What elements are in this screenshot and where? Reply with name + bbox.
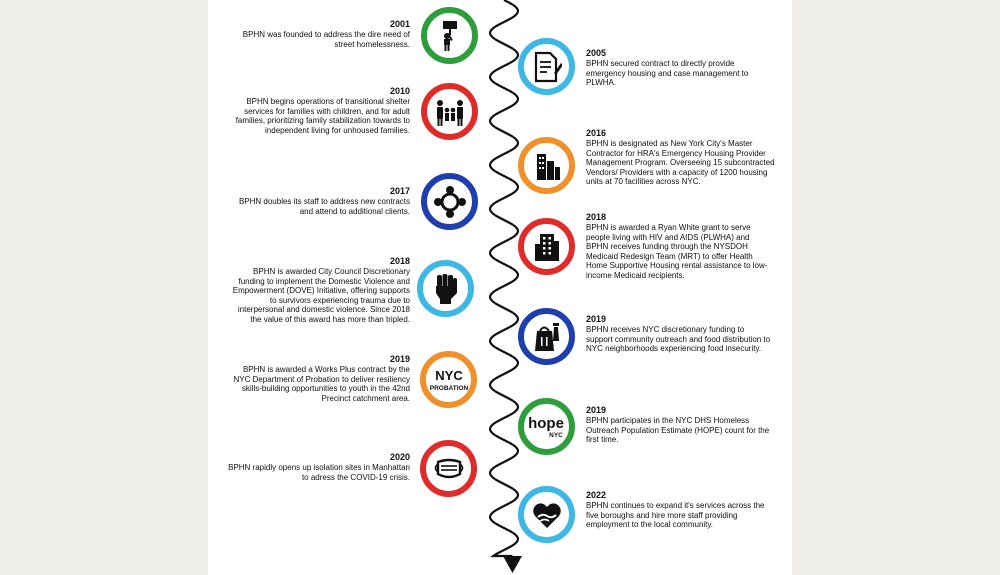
event-badge bbox=[518, 218, 575, 275]
logo-text-probation: PROBATION bbox=[429, 385, 468, 392]
event-year: 2019 bbox=[389, 354, 410, 364]
timeline-event: 2010 BPHN begins operations of transitio… bbox=[228, 86, 410, 135]
apartment-building-icon bbox=[534, 233, 559, 261]
event-year: 2005 bbox=[586, 48, 607, 58]
event-badge bbox=[421, 173, 478, 230]
event-badge bbox=[518, 486, 575, 543]
contract-document-icon bbox=[534, 51, 562, 82]
event-text: BPHN rapidly opens up isolation sites in… bbox=[228, 463, 410, 482]
event-year: 2018 bbox=[586, 212, 607, 222]
timeline-event: 2016 BPHN is designated as New York City… bbox=[586, 128, 781, 187]
event-badge bbox=[421, 83, 478, 140]
event-text: BPHN doubles its staff to address new co… bbox=[238, 197, 410, 216]
food-bag-icon bbox=[534, 322, 559, 351]
event-year: 2010 bbox=[389, 86, 410, 96]
protest-sign-person-icon bbox=[442, 20, 457, 51]
timeline-arrowhead-icon bbox=[503, 556, 522, 573]
face-mask-icon bbox=[434, 458, 463, 478]
event-badge bbox=[518, 38, 575, 95]
timeline-event: 2017 BPHN doubles its staff to address n… bbox=[228, 186, 410, 216]
event-year: 2022 bbox=[586, 490, 607, 500]
event-badge bbox=[518, 308, 575, 365]
timeline-event: 2022 BPHN continues to expand it's servi… bbox=[586, 490, 772, 530]
timeline-event: 2020 BPHN rapidly opens up isolation sit… bbox=[228, 452, 410, 482]
event-badge bbox=[417, 260, 474, 317]
team-circle-icon bbox=[433, 185, 466, 218]
event-year: 2017 bbox=[389, 186, 410, 196]
event-text: BPHN continues to expand it's services a… bbox=[586, 501, 765, 529]
event-text: BPHN is awarded a Works Plus contract by… bbox=[233, 365, 410, 403]
timeline-event: 2018 BPHN is awarded a Ryan White grant … bbox=[586, 212, 772, 280]
timeline-event: 2019 BPHN receives NYC discretionary fun… bbox=[586, 314, 772, 354]
nyc-probation-logo-icon: NYC PROBATION bbox=[429, 368, 468, 392]
logo-text-hope: hope bbox=[528, 415, 564, 432]
event-year: 2019 bbox=[586, 405, 607, 415]
event-year: 2018 bbox=[389, 256, 410, 266]
event-text: BPHN is awarded City Council Discretiona… bbox=[232, 267, 410, 324]
event-badge bbox=[421, 7, 478, 64]
timeline-event: 2018 BPHN is awarded City Council Discre… bbox=[228, 256, 410, 324]
family-icon bbox=[436, 99, 463, 126]
hope-nyc-logo-icon: hope NYC bbox=[528, 415, 564, 439]
timeline-event: 2005 BPHN secured contract to directly p… bbox=[586, 48, 772, 88]
raised-fist-icon bbox=[435, 273, 457, 304]
event-text: BPHN is awarded a Ryan White grant to se… bbox=[586, 223, 768, 280]
event-text: BPHN receives NYC discretionary funding … bbox=[586, 325, 771, 353]
event-text: BPHN is designated as New York City's Ma… bbox=[586, 139, 775, 186]
logo-text-nyc: NYC bbox=[549, 432, 563, 439]
city-buildings-icon bbox=[536, 153, 560, 180]
logo-text-nyc: NYC bbox=[435, 368, 463, 383]
event-text: BPHN participates in the NYC DHS Homeles… bbox=[586, 416, 770, 444]
event-badge bbox=[518, 137, 575, 194]
event-badge bbox=[420, 440, 477, 497]
event-text: BPHN begins operations of transitional s… bbox=[235, 97, 410, 135]
event-year: 2016 bbox=[586, 128, 607, 138]
event-text: BPHN was founded to address the dire nee… bbox=[242, 30, 410, 49]
event-badge: NYC PROBATION bbox=[420, 351, 477, 408]
event-text: BPHN secured contract to directly provid… bbox=[586, 59, 749, 87]
event-year: 2001 bbox=[389, 19, 410, 29]
event-year: 2019 bbox=[586, 314, 607, 324]
timeline-event: 2019 BPHN is awarded a Works Plus contra… bbox=[228, 354, 410, 403]
timeline-event: 2001 BPHN was founded to address the dir… bbox=[228, 19, 410, 49]
heart-hands-icon bbox=[532, 502, 561, 528]
event-badge: hope NYC bbox=[518, 398, 575, 455]
event-year: 2020 bbox=[389, 452, 410, 462]
timeline-event: 2019 BPHN participates in the NYC DHS Ho… bbox=[586, 405, 772, 445]
